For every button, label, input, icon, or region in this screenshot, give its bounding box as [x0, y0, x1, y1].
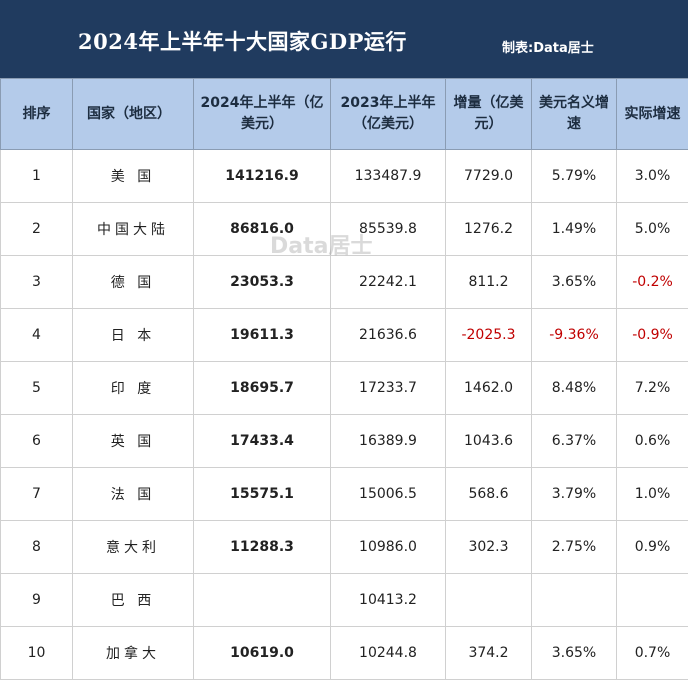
real-growth-cell: 5.0% [616, 202, 688, 256]
rank-cell: 9 [0, 573, 73, 627]
gdp-2024-cell [193, 573, 331, 627]
increase-cell: 302.3 [445, 520, 532, 574]
country-cell: 法 国 [72, 467, 194, 521]
increase-cell: 7729.0 [445, 149, 532, 203]
nominal-growth-cell: 3.65% [531, 626, 617, 680]
gdp-2023-cell: 15006.5 [330, 467, 446, 521]
credit-label: 制表:Data居士 [502, 41, 594, 56]
gdp-2024-cell: 141216.9 [193, 149, 331, 203]
nominal-growth-cell [531, 573, 617, 627]
increase-cell: 374.2 [445, 626, 532, 680]
real-growth-cell: 7.2% [616, 361, 688, 415]
rank-cell: 3 [0, 255, 73, 309]
gdp-2023-cell: 17233.7 [330, 361, 446, 415]
table-row: 4 日 本 19611.3 21636.6 -2025.3 -9.36% -0.… [0, 308, 688, 362]
country-cell: 意大利 [72, 520, 194, 574]
gdp-2023-cell: 21636.6 [330, 308, 446, 362]
header-real-growth: 实际增速 [616, 78, 688, 150]
gdp-2023-cell: 16389.9 [330, 414, 446, 468]
gdp-2024-cell: 17433.4 [193, 414, 331, 468]
header-nominal-growth: 美元名义增速 [531, 78, 617, 150]
increase-cell: -2025.3 [445, 308, 532, 362]
table-row: 1 美 国 141216.9 133487.9 7729.0 5.79% 3.0… [0, 149, 688, 203]
table-row: 6 英 国 17433.4 16389.9 1043.6 6.37% 0.6% [0, 414, 688, 468]
rank-cell: 2 [0, 202, 73, 256]
increase-cell: 1043.6 [445, 414, 532, 468]
gdp-table: 排序 国家（地区） 2024年上半年（亿美元） 2023年上半年（亿美元） 增量… [0, 78, 688, 680]
header-rank: 排序 [0, 78, 73, 150]
real-growth-cell: 0.6% [616, 414, 688, 468]
real-growth-cell: 0.7% [616, 626, 688, 680]
nominal-growth-cell: 3.65% [531, 255, 617, 309]
real-growth-cell [616, 573, 688, 627]
header-row: 排序 国家（地区） 2024年上半年（亿美元） 2023年上半年（亿美元） 增量… [0, 78, 688, 150]
header-increase: 增量（亿美元） [445, 78, 532, 150]
rank-cell: 5 [0, 361, 73, 415]
nominal-growth-cell: 8.48% [531, 361, 617, 415]
real-growth-cell: 3.0% [616, 149, 688, 203]
gdp-2023-cell: 10244.8 [330, 626, 446, 680]
increase-cell [445, 573, 532, 627]
header-gdp-2023: 2023年上半年（亿美元） [330, 78, 446, 150]
gdp-2023-cell: 10986.0 [330, 520, 446, 574]
rank-cell: 4 [0, 308, 73, 362]
gdp-2024-cell: 23053.3 [193, 255, 331, 309]
gdp-2024-cell: 11288.3 [193, 520, 331, 574]
country-cell: 中国大陆 [72, 202, 194, 256]
gdp-2024-cell: 10619.0 [193, 626, 331, 680]
nominal-growth-cell: 6.37% [531, 414, 617, 468]
real-growth-cell: -0.2% [616, 255, 688, 309]
rank-cell: 7 [0, 467, 73, 521]
title-bar: 2024年上半年十大国家GDP运行 制表:Data居士 [0, 0, 688, 78]
country-cell: 加拿大 [72, 626, 194, 680]
gdp-2023-cell: 22242.1 [330, 255, 446, 309]
real-growth-cell: 0.9% [616, 520, 688, 574]
increase-cell: 811.2 [445, 255, 532, 309]
rank-cell: 6 [0, 414, 73, 468]
country-cell: 日 本 [72, 308, 194, 362]
gdp-2023-cell: 133487.9 [330, 149, 446, 203]
table-row: 2 中国大陆 86816.0 85539.8 1276.2 1.49% 5.0% [0, 202, 688, 256]
country-cell: 巴 西 [72, 573, 194, 627]
rank-cell: 1 [0, 149, 73, 203]
country-cell: 英 国 [72, 414, 194, 468]
gdp-2024-cell: 86816.0 [193, 202, 331, 256]
header-country: 国家（地区） [72, 78, 194, 150]
gdp-2024-cell: 18695.7 [193, 361, 331, 415]
rank-cell: 10 [0, 626, 73, 680]
rank-cell: 8 [0, 520, 73, 574]
table-row: 9 巴 西 10413.2 [0, 573, 688, 627]
header-gdp-2024: 2024年上半年（亿美元） [193, 78, 331, 150]
increase-cell: 568.6 [445, 467, 532, 521]
country-cell: 印 度 [72, 361, 194, 415]
increase-cell: 1462.0 [445, 361, 532, 415]
gdp-2023-cell: 10413.2 [330, 573, 446, 627]
country-cell: 德 国 [72, 255, 194, 309]
table-row: 5 印 度 18695.7 17233.7 1462.0 8.48% 7.2% [0, 361, 688, 415]
gdp-2024-cell: 15575.1 [193, 467, 331, 521]
increase-cell: 1276.2 [445, 202, 532, 256]
page-title: 2024年上半年十大国家GDP运行 [78, 29, 407, 54]
nominal-growth-cell: 1.49% [531, 202, 617, 256]
country-cell: 美 国 [72, 149, 194, 203]
nominal-growth-cell: 3.79% [531, 467, 617, 521]
nominal-growth-cell: 5.79% [531, 149, 617, 203]
table-row: 7 法 国 15575.1 15006.5 568.6 3.79% 1.0% [0, 467, 688, 521]
table-row: 3 德 国 23053.3 22242.1 811.2 3.65% -0.2% [0, 255, 688, 309]
gdp-2023-cell: 85539.8 [330, 202, 446, 256]
table-row: 10 加拿大 10619.0 10244.8 374.2 3.65% 0.7% [0, 626, 688, 680]
real-growth-cell: 1.0% [616, 467, 688, 521]
real-growth-cell: -0.9% [616, 308, 688, 362]
gdp-2024-cell: 19611.3 [193, 308, 331, 362]
table-row: 8 意大利 11288.3 10986.0 302.3 2.75% 0.9% [0, 520, 688, 574]
nominal-growth-cell: -9.36% [531, 308, 617, 362]
nominal-growth-cell: 2.75% [531, 520, 617, 574]
